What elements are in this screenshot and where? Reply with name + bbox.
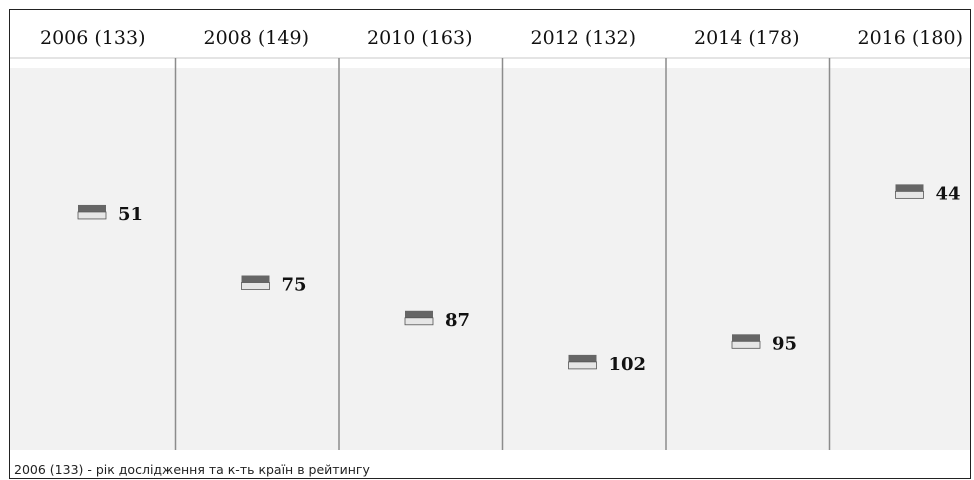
value-label-1: 75 bbox=[282, 275, 307, 296]
chart-caption: 2006 (133) - рік дослідження та к-ть кра… bbox=[14, 462, 370, 477]
column-header-2: 2010 (163) bbox=[367, 27, 472, 49]
column-header-5: 2016 (180) bbox=[858, 27, 963, 49]
value-label-3: 102 bbox=[609, 354, 647, 375]
column-bg-4 bbox=[664, 68, 828, 450]
column-bg-1 bbox=[173, 68, 337, 450]
marker-top-1 bbox=[241, 275, 270, 283]
column-header-1: 2008 (149) bbox=[204, 27, 309, 49]
column-bg-2 bbox=[337, 68, 501, 450]
chart-frame: 2006 (133) 2008 (149) 2010 (163) 2012 (132)… bbox=[9, 9, 971, 479]
marker-top-2 bbox=[405, 310, 433, 318]
value-label-5: 44 bbox=[936, 183, 961, 204]
marker-bottom-4 bbox=[731, 340, 761, 349]
column-bg-5 bbox=[827, 68, 970, 450]
value-label-4: 95 bbox=[772, 333, 797, 354]
rank-chart: 2006 (133) 2008 (149) 2010 (163) 2012 (132)… bbox=[10, 27, 970, 450]
column-header-0: 2006 (133) bbox=[40, 27, 145, 49]
column-bg-0 bbox=[10, 68, 174, 450]
marker-bottom-1 bbox=[241, 282, 270, 290]
column-header-4: 2014 (178) bbox=[694, 27, 799, 49]
marker-bottom-5 bbox=[895, 190, 924, 199]
value-label-0: 51 bbox=[118, 204, 143, 225]
column-header-3: 2012 (132) bbox=[531, 27, 636, 49]
marker-top-3 bbox=[568, 354, 597, 362]
value-label-2: 87 bbox=[445, 310, 470, 331]
marker-bottom-2 bbox=[404, 317, 434, 326]
column-bg-3 bbox=[500, 68, 664, 450]
marker-bottom-3 bbox=[568, 361, 597, 370]
marker-top-4 bbox=[732, 334, 760, 342]
marker-top-5 bbox=[895, 184, 924, 192]
marker-bottom-0 bbox=[77, 211, 107, 220]
marker-top-0 bbox=[78, 204, 106, 212]
